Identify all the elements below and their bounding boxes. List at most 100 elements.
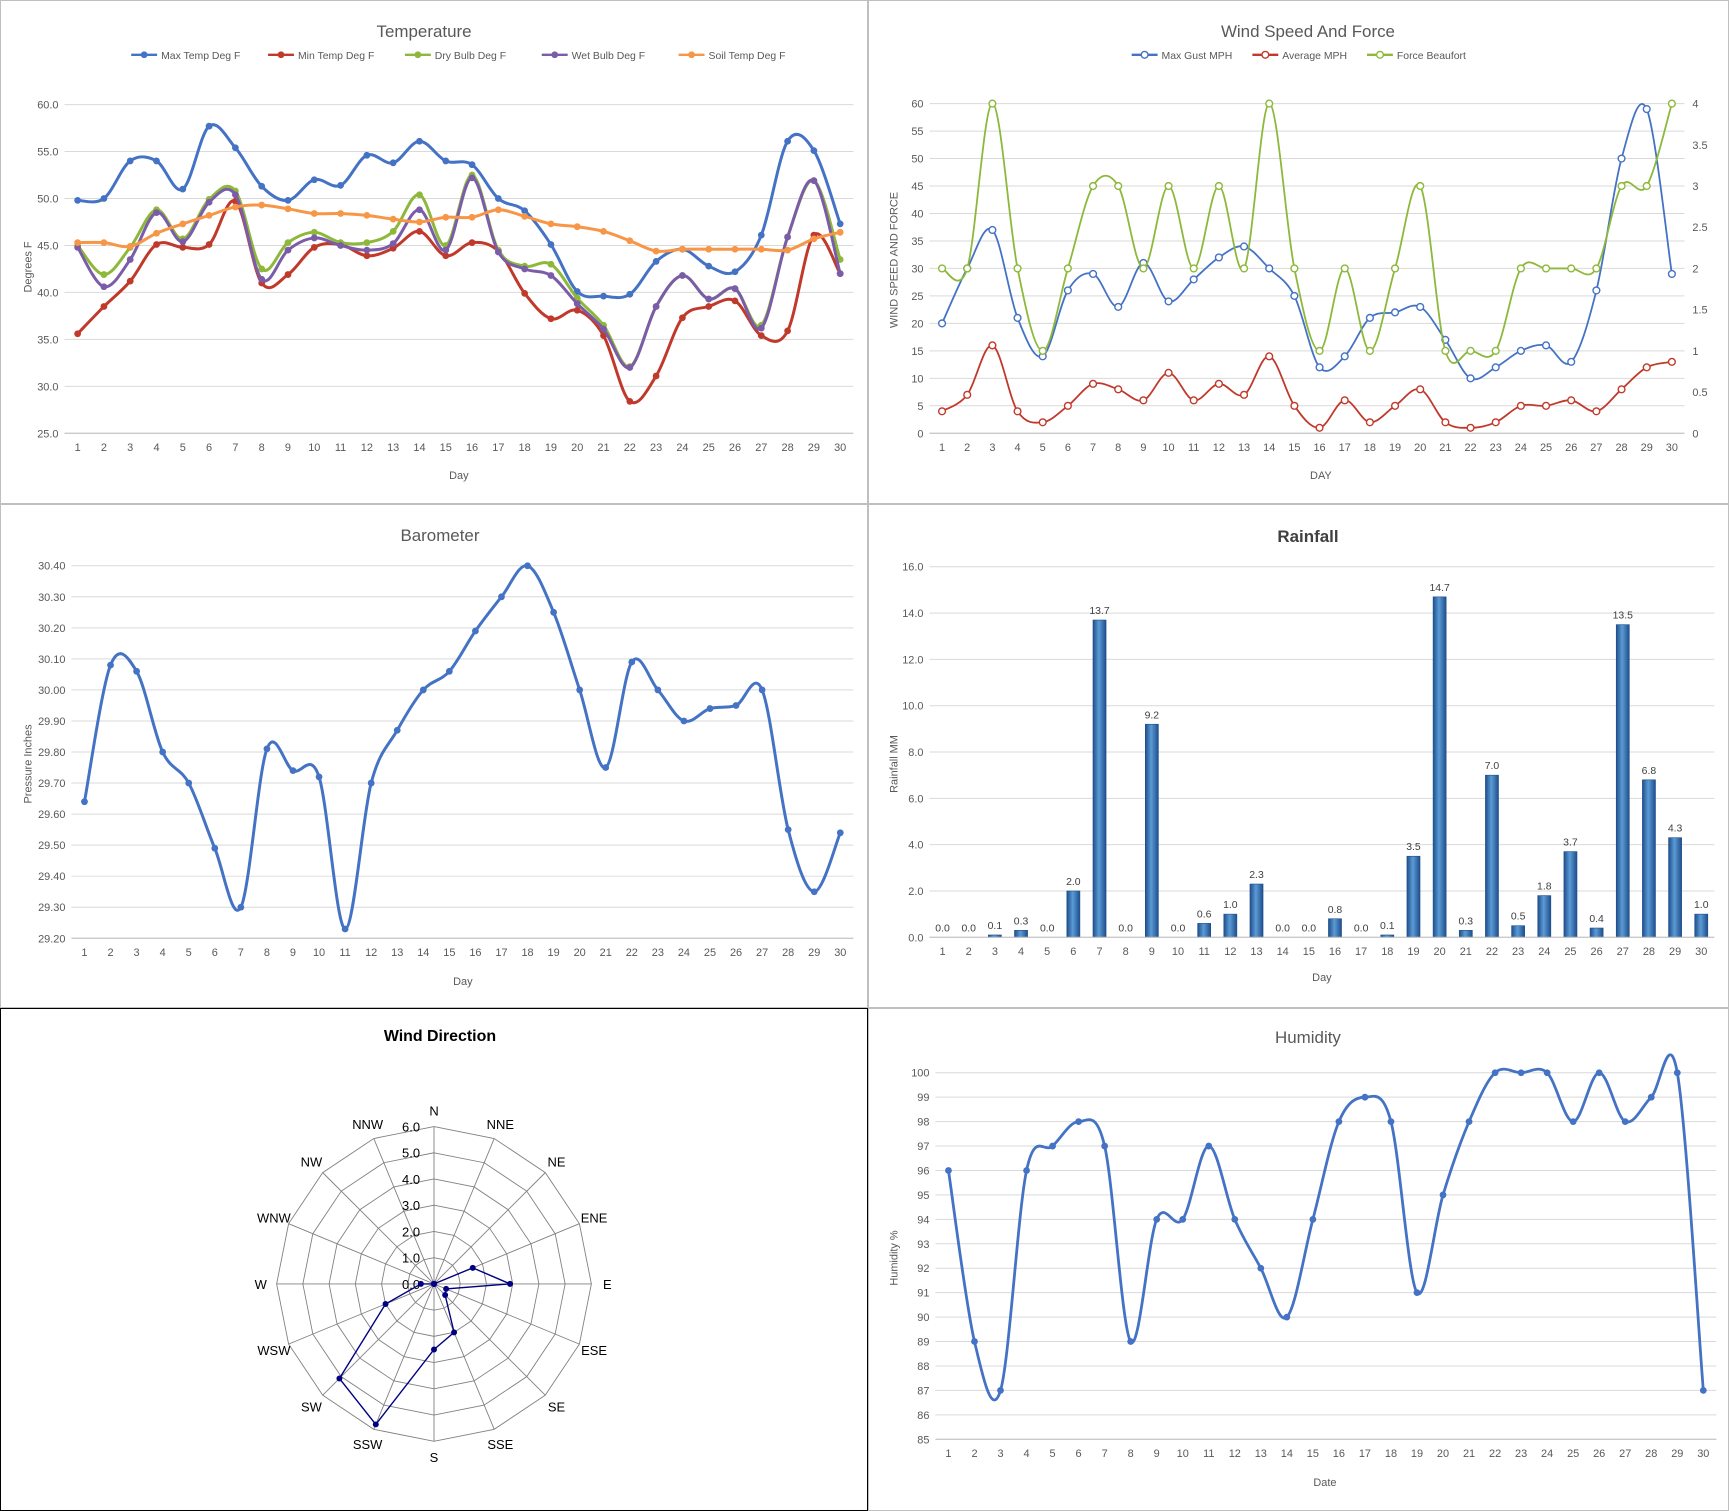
data-label: 0.5: [1511, 912, 1526, 923]
y-tick-label: 29.40: [38, 871, 65, 883]
x-tick-label: 9: [1154, 1448, 1160, 1460]
x-tick-label: 30: [1666, 442, 1678, 454]
x-tick-label: 1: [940, 946, 946, 958]
y-tick-label: 87: [917, 1385, 929, 1397]
x-tick-label: 24: [678, 947, 690, 959]
x-tick-label: 10: [1172, 946, 1184, 958]
x-tick-label: 25: [1567, 1448, 1579, 1460]
data-label: 3.5: [1406, 842, 1421, 853]
x-tick-label: 21: [1460, 946, 1472, 958]
data-point: [258, 182, 266, 190]
x-tick-label: 13: [387, 442, 399, 454]
y-tick-label: 99: [917, 1092, 929, 1104]
data-point: [126, 256, 134, 263]
x-tick-label: 6: [206, 442, 212, 454]
y-tick-label: 5: [917, 401, 923, 413]
data-point: [1340, 352, 1349, 361]
data-point: [757, 231, 765, 239]
data-point: [1516, 264, 1525, 273]
radar-spoke: [433, 1283, 580, 1345]
data-point: [416, 218, 423, 226]
radar-spoke: [288, 1283, 435, 1345]
y-tick-label: 29.80: [38, 747, 65, 759]
radial-tick-label: 1.0: [402, 1251, 420, 1266]
x-tick-label: 2: [964, 442, 970, 454]
y-tick-label: 30: [911, 263, 923, 275]
x-tick-label: 8: [1115, 442, 1121, 454]
data-point: [310, 176, 318, 184]
x-tick-label: 12: [365, 947, 377, 959]
data-label: 0.0: [1171, 923, 1186, 934]
data-label: 0.8: [1328, 905, 1343, 916]
data-point: [1491, 418, 1500, 427]
data-point: [679, 272, 686, 279]
x-tick-label: 17: [1339, 442, 1351, 454]
rainfall-bar: [1668, 837, 1682, 938]
rainfall-bar: [1223, 913, 1238, 938]
y-tick-label: 96: [917, 1165, 929, 1177]
legend-marker: [277, 51, 285, 59]
direction-label: W: [255, 1277, 268, 1292]
x-tick-label: 7: [1096, 946, 1102, 958]
data-label: 6.8: [1642, 766, 1657, 777]
data-point: [1491, 363, 1500, 372]
data-point: [310, 234, 318, 242]
x-tick-label: 21: [1439, 442, 1451, 454]
data-point: [784, 233, 791, 241]
data-point: [442, 157, 450, 165]
data-point: [988, 99, 997, 108]
data-point: [179, 185, 187, 193]
data-label: 2.0: [1066, 877, 1081, 888]
humidity-chart: Humidity Date Humidity % 858687888990919…: [889, 1028, 1717, 1489]
data-point: [706, 705, 714, 712]
y-tick-label: 90: [917, 1312, 929, 1324]
legend-marker: [1375, 50, 1385, 59]
data-point: [1592, 286, 1601, 295]
data-point: [600, 325, 607, 333]
y2-tick-label: 3: [1692, 181, 1698, 193]
y-axis-label: WIND SPEED AND FORCE: [889, 192, 901, 328]
data-point: [547, 272, 555, 279]
x-tick-label: 19: [1407, 946, 1419, 958]
data-point: [573, 288, 581, 295]
data-label: 2.3: [1249, 870, 1264, 881]
data-point: [836, 228, 844, 236]
data-point: [337, 210, 344, 217]
radial-tick-label: 2.0: [402, 1224, 420, 1239]
rainfall-bar: [1694, 913, 1709, 938]
legend-label: Max Temp Deg F: [161, 51, 240, 62]
data-point: [836, 220, 844, 228]
x-tick-label: 22: [1464, 442, 1476, 454]
x-tick-label: 26: [1565, 442, 1577, 454]
data-point: [205, 212, 213, 219]
data-point: [179, 220, 187, 228]
data-point: [469, 1264, 476, 1271]
x-tick-label: 25: [703, 442, 715, 454]
data-point: [74, 330, 82, 338]
rainfall-bar: [1066, 890, 1081, 938]
data-point: [626, 364, 634, 371]
y-tick-label: 94: [917, 1214, 929, 1226]
x-tick-label: 13: [1255, 1448, 1267, 1460]
data-point: [232, 203, 239, 211]
data-point: [1239, 264, 1249, 273]
data-point: [1265, 99, 1274, 108]
data-point: [705, 245, 713, 253]
data-label: 0.0: [1302, 923, 1317, 934]
data-point: [310, 228, 318, 236]
data-point: [1088, 181, 1098, 191]
legend-label: Soil Temp Deg F: [709, 51, 786, 62]
data-point: [284, 205, 292, 213]
x-tick-label: 29: [808, 442, 820, 454]
x-tick-label: 28: [1615, 442, 1627, 454]
rainfall-bar: [1145, 723, 1159, 938]
y-tick-label: 95: [917, 1190, 929, 1202]
x-tick-label: 14: [1281, 1448, 1293, 1460]
data-point: [731, 297, 739, 305]
data-point: [1214, 379, 1223, 388]
x-tick-label: 22: [1489, 1448, 1501, 1460]
x-tick-label: 28: [1645, 1448, 1657, 1460]
data-point: [1617, 154, 1626, 163]
x-tick-label: 13: [1238, 442, 1250, 454]
y-tick-label: 29.60: [38, 809, 65, 821]
